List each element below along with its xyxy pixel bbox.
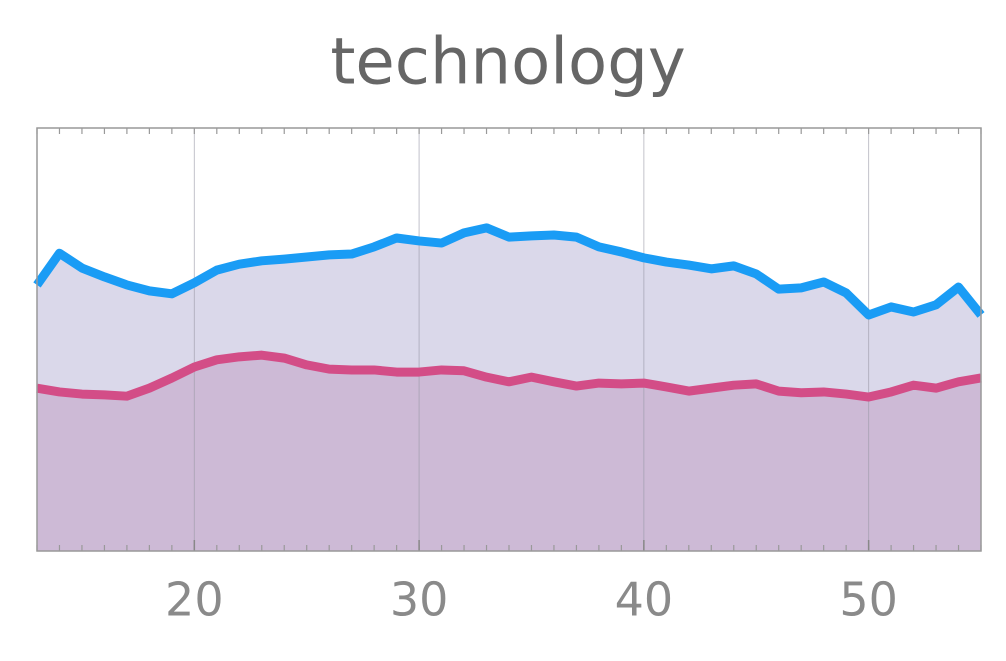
x-tick-label: 40 [615, 573, 674, 627]
x-tick-label: 50 [839, 573, 898, 627]
series-line [33, 223, 985, 320]
chart-title: technology [330, 26, 685, 100]
series-line [36, 350, 982, 402]
x-tick-label: 20 [165, 573, 224, 627]
plot-frame [36, 127, 982, 552]
area-fill [37, 355, 981, 551]
x-tick-label: 30 [390, 573, 449, 627]
